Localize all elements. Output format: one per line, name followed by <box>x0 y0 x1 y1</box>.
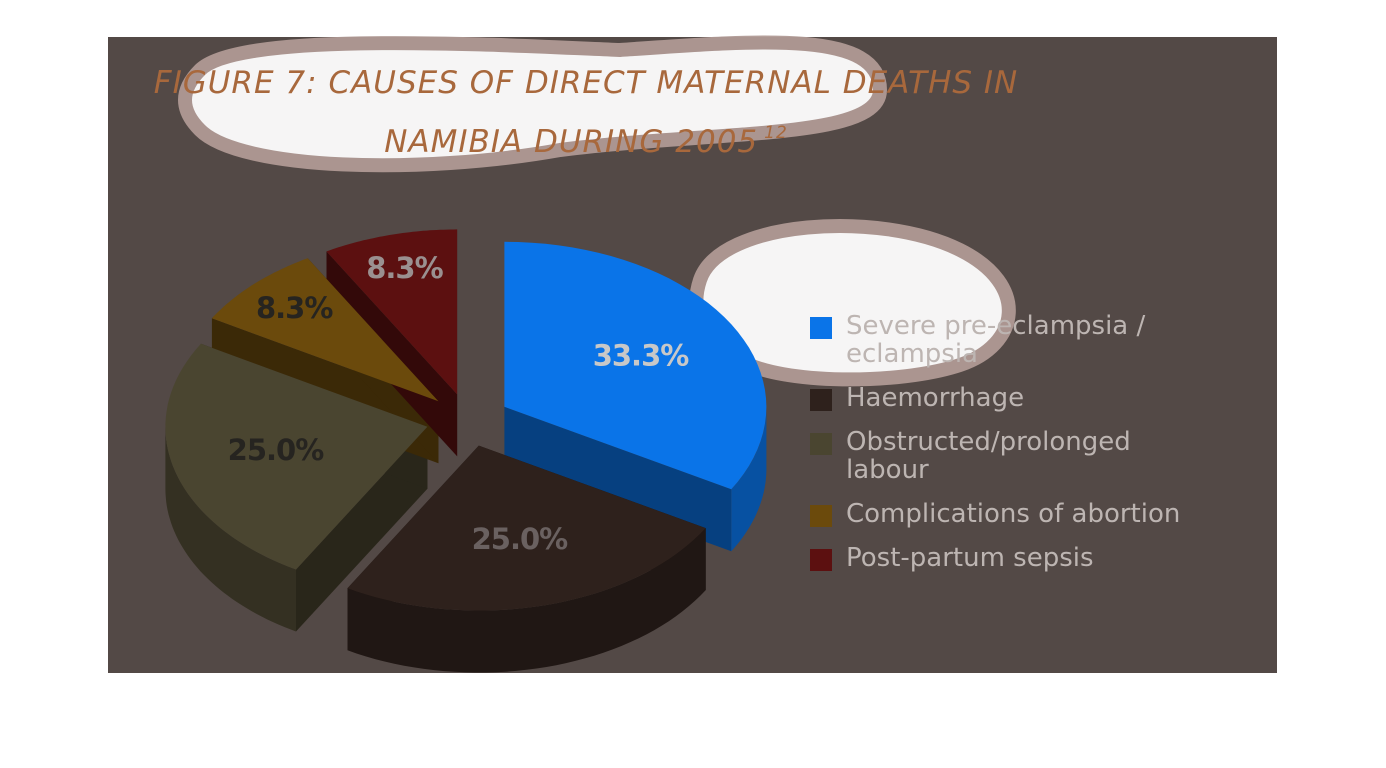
pie-slice <box>347 445 706 611</box>
legend-label: Post-partum sepsis <box>846 543 1094 573</box>
legend-label: Haemorrhage <box>846 383 1025 413</box>
legend-item: Haemorrhage <box>810 384 1210 412</box>
legend-swatch <box>810 389 832 411</box>
pie-slice <box>504 241 767 490</box>
pie-slice <box>326 229 458 395</box>
legend-item: Severe pre-eclampsia / eclampsia <box>810 312 1210 368</box>
pie-slice <box>211 258 439 402</box>
slice-outer-wall <box>165 426 296 632</box>
title-note: 12 <box>764 123 788 143</box>
title-text: FIGURE 7: CAUSES OF DIRECT MATERNAL DEAT… <box>153 65 1019 160</box>
slice-sides <box>504 406 767 552</box>
data-label: 25.0% <box>228 433 325 467</box>
legend-swatch <box>810 433 832 455</box>
legend-label: Severe pre-eclampsia / eclampsia <box>846 311 1146 369</box>
slice-outer-wall <box>347 528 706 673</box>
legend: Severe pre-eclampsia / eclampsia Haemorrh… <box>810 312 1210 588</box>
legend-swatch <box>810 317 832 339</box>
legend-label: Complications of abortion <box>846 499 1181 529</box>
slice-outer-wall <box>731 406 767 552</box>
data-label: 33.3% <box>593 338 690 372</box>
legend-label: Obstructed/prolonged labour <box>846 427 1131 485</box>
legend-swatch <box>810 505 832 527</box>
pie-slice <box>165 343 428 570</box>
chart-title: FIGURE 7: CAUSES OF DIRECT MATERNAL DEAT… <box>131 58 1041 167</box>
slice-edge-wall <box>504 406 732 552</box>
legend-swatch <box>810 549 832 571</box>
data-label: 8.3% <box>366 251 443 285</box>
blob <box>178 35 888 173</box>
data-label: 25.0% <box>472 522 569 556</box>
legend-item: Obstructed/prolonged labour <box>810 428 1210 484</box>
legend-item: Complications of abortion <box>810 500 1210 528</box>
legend-item: Post-partum sepsis <box>810 544 1210 572</box>
slice-edge-wall <box>296 426 428 632</box>
data-label: 8.3% <box>256 291 333 325</box>
